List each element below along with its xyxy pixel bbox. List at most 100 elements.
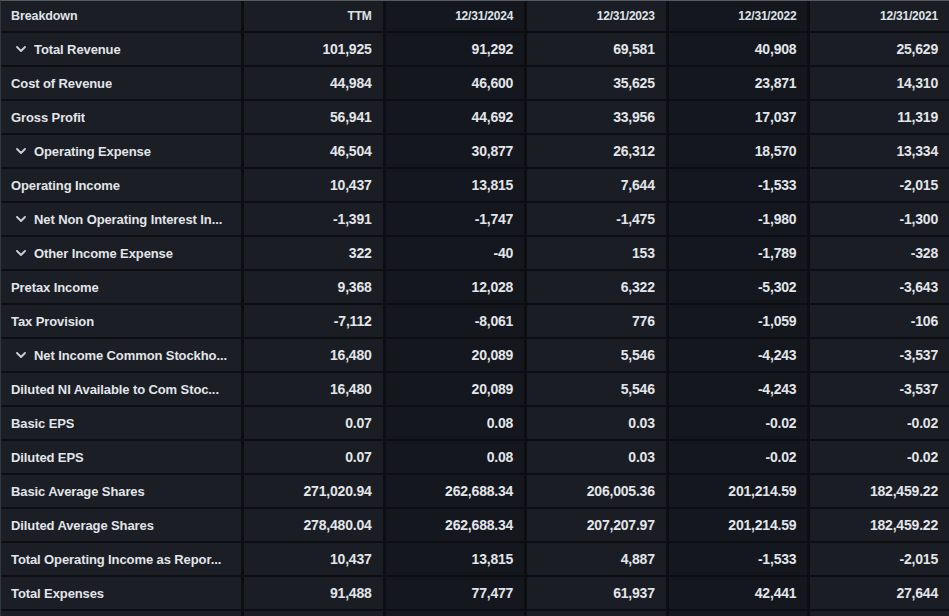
income-statement-table: Breakdown TTM 12/31/2024 12/31/2023 12/3… <box>0 0 949 616</box>
cell-value: 20,089 <box>386 339 525 371</box>
cell-value: 12,028 <box>386 271 525 303</box>
row-label-cell: Basic EPS <box>1 407 241 439</box>
cell-value: 206,005.36 <box>527 475 666 507</box>
cell-value: -1,475 <box>527 203 666 235</box>
cell-value: 18,570 <box>669 135 808 167</box>
row-label-cell[interactable]: Net Non Operating Interest In... <box>1 203 241 235</box>
cell-value: -3,643 <box>810 271 949 303</box>
cell-value: 23,871 <box>669 67 808 99</box>
cell-value: 13,815 <box>386 169 525 201</box>
cell-value: -1,391 <box>244 203 383 235</box>
cell-value: 20,089 <box>386 373 525 405</box>
chevron-down-icon[interactable] <box>16 148 26 154</box>
cell-value: 182,459.22 <box>810 475 949 507</box>
row-label-cell[interactable]: Other Income Expense <box>1 237 241 269</box>
cell-value: 10,437 <box>244 543 383 575</box>
row-label-cell: Diluted EPS <box>1 441 241 473</box>
row-label: Diluted NI Available to Com Stoc... <box>11 382 219 397</box>
row-label-cell[interactable]: Net Income Common Stockho... <box>1 339 241 371</box>
cell-value: 77,477 <box>386 577 525 609</box>
cutoff-row-cell <box>1 611 241 616</box>
row-label: Diluted Average Shares <box>11 518 154 533</box>
row-label: Gross Profit <box>11 110 85 125</box>
cell-value: 101,925 <box>244 33 383 65</box>
column-header-12-31-2022: 12/31/2022 <box>669 1 808 31</box>
cell-value: -1,059 <box>669 305 808 337</box>
chevron-down-icon[interactable] <box>16 352 26 358</box>
cell-value: 56,941 <box>244 101 383 133</box>
cell-value: 35,625 <box>527 67 666 99</box>
cell-value: -1,533 <box>669 169 808 201</box>
cell-value: 17,037 <box>669 101 808 133</box>
cell-value: 0.03 <box>527 441 666 473</box>
cutoff-row-cell <box>669 611 808 616</box>
cell-value: -2,015 <box>810 169 949 201</box>
cell-value: 262,688.34 <box>386 475 525 507</box>
cell-value: 27,644 <box>810 577 949 609</box>
cutoff-row-cell <box>386 611 525 616</box>
row-label: Operating Income <box>11 178 120 193</box>
row-label-cell[interactable]: Total Revenue <box>1 33 241 65</box>
cell-value: 5,546 <box>527 373 666 405</box>
cell-value: -1,980 <box>669 203 808 235</box>
cell-value: 69,581 <box>527 33 666 65</box>
row-label: Other Income Expense <box>34 246 173 261</box>
row-label-cell: Cost of Revenue <box>1 67 241 99</box>
row-label-cell: Operating Income <box>1 169 241 201</box>
column-header-12-31-2024: 12/31/2024 <box>386 1 525 31</box>
cell-value: 25,629 <box>810 33 949 65</box>
cell-value: 13,815 <box>386 543 525 575</box>
cell-value: 61,937 <box>527 577 666 609</box>
cell-value: -40 <box>386 237 525 269</box>
row-label-cell: Diluted NI Available to Com Stoc... <box>1 373 241 405</box>
cell-value: 322 <box>244 237 383 269</box>
cell-value: 201,214.59 <box>669 509 808 541</box>
row-label-cell: Total Expenses <box>1 577 241 609</box>
cell-value: -0.02 <box>669 407 808 439</box>
cell-value: 9,368 <box>244 271 383 303</box>
cell-value: -0.02 <box>810 441 949 473</box>
cell-value: 46,600 <box>386 67 525 99</box>
cutoff-row-cell <box>810 611 949 616</box>
cell-value: -1,789 <box>669 237 808 269</box>
cell-value: -8,061 <box>386 305 525 337</box>
cell-value: 44,692 <box>386 101 525 133</box>
row-label-cell: Diluted Average Shares <box>1 509 241 541</box>
cell-value: 6,322 <box>527 271 666 303</box>
row-label: Net Income Common Stockho... <box>34 348 227 363</box>
row-label-cell: Pretax Income <box>1 271 241 303</box>
row-label: Basic Average Shares <box>11 484 145 499</box>
cell-value: 207,207.97 <box>527 509 666 541</box>
cell-value: 10,437 <box>244 169 383 201</box>
chevron-down-icon[interactable] <box>16 216 26 222</box>
cell-value: -106 <box>810 305 949 337</box>
cell-value: -3,537 <box>810 339 949 371</box>
column-header-12-31-2021: 12/31/2021 <box>810 1 949 31</box>
cell-value: 16,480 <box>244 339 383 371</box>
cutoff-row-cell <box>527 611 666 616</box>
chevron-down-icon[interactable] <box>16 46 26 52</box>
financials-income-statement-view: Breakdown TTM 12/31/2024 12/31/2023 12/3… <box>0 0 949 616</box>
row-label: Operating Expense <box>34 144 151 159</box>
row-label: Net Non Operating Interest In... <box>34 212 222 227</box>
cell-value: -7,112 <box>244 305 383 337</box>
cell-value: 5,546 <box>527 339 666 371</box>
row-label: Total Expenses <box>11 586 104 601</box>
cell-value: 26,312 <box>527 135 666 167</box>
cell-value: 201,214.59 <box>669 475 808 507</box>
column-header-12-31-2023: 12/31/2023 <box>527 1 666 31</box>
row-label: Diluted EPS <box>11 450 84 465</box>
row-label-cell: Gross Profit <box>1 101 241 133</box>
cell-value: 42,441 <box>669 577 808 609</box>
cell-value: 153 <box>527 237 666 269</box>
row-label: Total Revenue <box>34 42 121 57</box>
chevron-down-icon[interactable] <box>16 250 26 256</box>
cell-value: -1,533 <box>669 543 808 575</box>
row-label-cell[interactable]: Operating Expense <box>1 135 241 167</box>
cell-value: 7,644 <box>527 169 666 201</box>
cell-value: 262,688.34 <box>386 509 525 541</box>
cell-value: 91,292 <box>386 33 525 65</box>
row-label: Basic EPS <box>11 416 74 431</box>
row-label-cell: Tax Provision <box>1 305 241 337</box>
cell-value: 0.08 <box>386 407 525 439</box>
